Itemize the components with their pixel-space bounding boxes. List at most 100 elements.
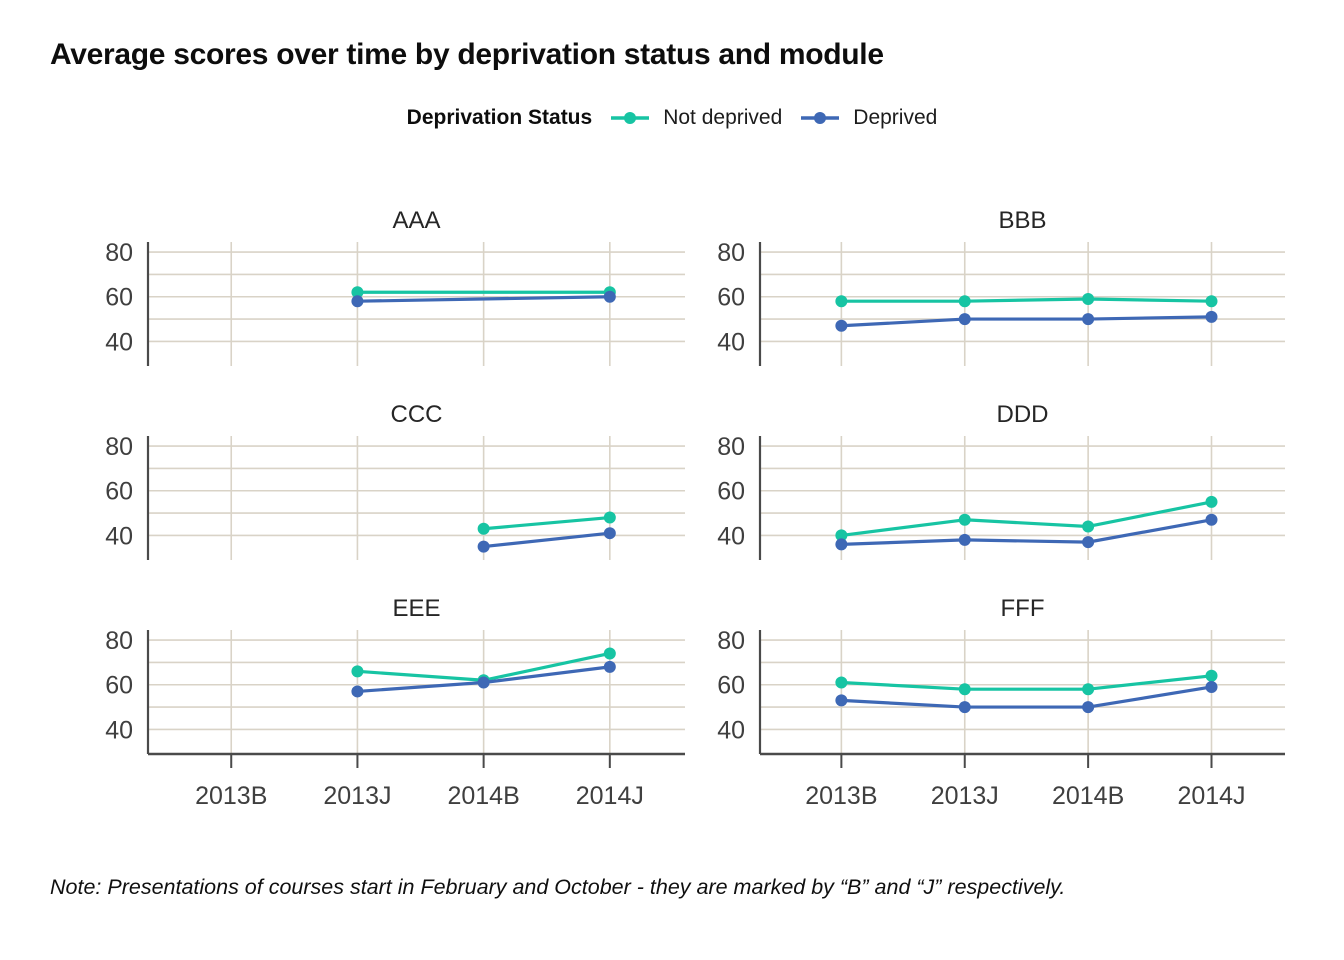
y-tick-label: 80 (717, 627, 745, 655)
x-ticks: 2013B 2013J 2014B 2014J (195, 754, 644, 810)
data-point (1205, 295, 1218, 308)
y-tick-label: 40 (717, 716, 745, 744)
panel-aaa: AAA 40 60 80 (85, 200, 685, 366)
data-point (835, 529, 848, 542)
series-not-deprived (835, 495, 1218, 542)
data-point (351, 286, 364, 299)
vertical-gridlines (840, 242, 1213, 366)
chart-page: Average scores over time by deprivation … (50, 38, 1294, 899)
series-line (841, 685, 1212, 709)
y-tick-label: 40 (105, 522, 133, 550)
x-ticks: 2013B 2013J 2014B 2014J (805, 754, 1246, 810)
data-point (958, 701, 971, 714)
legend-title: Deprivation Status (406, 106, 593, 129)
panel-fff: FFF 40 60 80 2013B 2013J 2014B 2014J (697, 588, 1285, 820)
chart-note: Note: Presentations of courses start in … (50, 875, 1066, 899)
data-point (477, 676, 490, 689)
y-tick-label: 60 (105, 284, 133, 312)
y-tick-label: 80 (105, 239, 133, 267)
data-point (477, 522, 490, 535)
data-point (835, 538, 848, 551)
panel-title: CCC (390, 401, 443, 428)
vertical-gridlines (230, 630, 611, 754)
x-tick-label: 2014J (576, 782, 644, 810)
data-point (1082, 536, 1095, 549)
data-point (835, 694, 848, 707)
horizontal-gridlines (148, 639, 685, 731)
x-tick-label: 2014B (1052, 782, 1124, 810)
line-dot-swatch-icon (611, 112, 650, 124)
y-tick-labels: 40 60 80 (717, 627, 745, 744)
data-point (1205, 513, 1218, 526)
y-tick-label: 60 (717, 672, 745, 700)
panel-plot: 40 60 80 (105, 239, 685, 366)
data-point (603, 660, 616, 673)
panel-title: DDD (996, 401, 1049, 428)
legend-item-not-deprived: Not deprived (610, 106, 782, 130)
y-tick-label: 80 (717, 239, 745, 267)
y-tick-label: 80 (105, 433, 133, 461)
y-tick-label: 60 (105, 672, 133, 700)
legend-label-deprived: Deprived (853, 106, 938, 129)
series-line (483, 531, 610, 549)
y-tick-labels: 40 60 80 (105, 627, 133, 744)
series-deprived (351, 290, 616, 308)
data-point (1205, 669, 1218, 682)
y-tick-label: 40 (105, 716, 133, 744)
data-point (603, 647, 616, 660)
panel-title: AAA (392, 207, 441, 234)
data-point (1082, 683, 1095, 696)
y-tick-labels: 40 60 80 (105, 433, 133, 550)
series-line (841, 500, 1212, 538)
series-line (483, 515, 610, 531)
series-deprived (477, 527, 616, 553)
data-point (958, 533, 971, 546)
y-tick-labels: 40 60 80 (717, 239, 745, 356)
panel-bbb: BBB 40 60 80 (697, 200, 1285, 366)
series-deprived (835, 513, 1218, 551)
y-tick-label: 80 (717, 433, 745, 461)
panel-plot: 40 60 80 2013B 2013J 2014B 2014J (717, 627, 1285, 810)
legend-label-not-deprived: Not deprived (663, 106, 783, 129)
panel-plot: 40 60 80 (717, 239, 1285, 366)
panel-ddd: DDD 40 60 80 (697, 394, 1285, 560)
data-point (603, 527, 616, 540)
vertical-gridlines (230, 242, 611, 366)
data-point (835, 295, 848, 308)
data-point (958, 295, 971, 308)
panel-plot: 40 60 80 2013B 2013J 2014B 2014J (105, 627, 685, 810)
legend-item-deprived: Deprived (800, 106, 937, 130)
legend: Deprivation Status Not deprived Deprived (50, 106, 1294, 130)
series-deprived (835, 680, 1218, 714)
x-tick-label: 2013B (195, 782, 267, 810)
data-point (1082, 313, 1095, 326)
facet-grid: AAA 40 60 80 BBB 40 60 80 CCC 40 60 80 DDD 40 6… (85, 200, 1294, 820)
x-tick-label: 2013J (323, 782, 391, 810)
horizontal-gridlines (148, 445, 685, 537)
horizontal-gridlines (760, 639, 1285, 731)
panel-title: BBB (998, 207, 1047, 234)
panel-ccc: CCC 40 60 80 (85, 394, 685, 560)
line-dot-swatch-icon (801, 112, 840, 124)
panel-title: EEE (392, 595, 441, 622)
x-tick-label: 2014B (447, 782, 519, 810)
data-point (603, 290, 616, 303)
data-point (603, 511, 616, 524)
data-point (835, 676, 848, 689)
data-point (1205, 495, 1218, 508)
y-tick-label: 60 (105, 478, 133, 506)
data-point (835, 319, 848, 332)
series-line (841, 297, 1212, 303)
x-tick-label: 2013J (931, 782, 999, 810)
series-not-deprived (477, 511, 616, 535)
data-point (1205, 310, 1218, 323)
vertical-gridlines (230, 436, 611, 560)
panel-title: FFF (1000, 595, 1045, 622)
y-tick-label: 40 (717, 328, 745, 356)
panel-plot: 40 60 80 (105, 433, 685, 560)
y-tick-label: 60 (717, 478, 745, 506)
y-tick-labels: 40 60 80 (717, 433, 745, 550)
series-not-deprived (835, 669, 1218, 696)
data-point (477, 540, 490, 553)
data-point (351, 685, 364, 698)
